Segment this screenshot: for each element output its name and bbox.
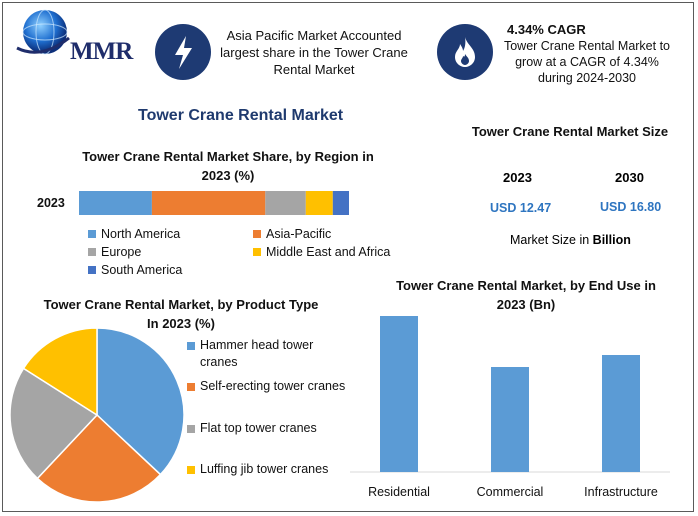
legend-label: Hammer head tower cranes — [200, 338, 314, 369]
legend-swatch — [187, 425, 195, 433]
highlight-title-2: 4.34% CAGR — [507, 22, 586, 37]
market-size-note-prefix: Market Size in — [510, 233, 593, 247]
lightning-icon — [175, 36, 192, 69]
legend-label: North America — [101, 227, 181, 241]
region-segment-north-america — [79, 191, 152, 215]
legend-swatch — [88, 230, 96, 238]
region-segment-south-america — [332, 191, 349, 215]
legend-label: Middle East and Africa — [266, 245, 391, 259]
market-size-year-2030: 2030 — [615, 170, 644, 185]
legend-label: Flat top tower cranes — [200, 421, 317, 435]
region-stacked-bar-chart: 2023 — [37, 191, 349, 215]
market-size-note: Market Size in Billion — [510, 233, 631, 247]
enduse-bar-chart — [350, 316, 670, 473]
region-segment-asia-pacific — [151, 191, 266, 215]
product-legend-item: Flat top tower cranes — [187, 420, 357, 437]
legend-label: Europe — [101, 245, 142, 259]
globe-logo-icon — [16, 9, 70, 55]
legend-label: Asia-Pacific — [266, 227, 332, 241]
region-legend-item: North America — [88, 227, 180, 241]
legend-swatch — [187, 466, 195, 474]
market-size-title: Tower Crane Rental Market Size — [471, 124, 669, 139]
main-title: Tower Crane Rental Market — [138, 107, 344, 124]
highlight-badge-2 — [437, 24, 493, 80]
legend-swatch — [253, 230, 261, 238]
market-size-note-unit: Billion — [592, 233, 631, 247]
market-size-year-2023: 2023 — [503, 170, 532, 185]
product-chart-title: Tower Crane Rental Market, by Product Ty… — [43, 297, 319, 331]
pie-slice-1 — [36, 413, 162, 503]
enduse-category-label: Commercial — [476, 485, 544, 499]
region-chart-title: Tower Crane Rental Market Share, by Regi… — [82, 149, 374, 183]
product-legend-item: Luffing jib tower cranes — [187, 461, 357, 478]
logo-text: MMR — [70, 38, 133, 65]
enduse-bar-residential — [380, 316, 418, 472]
region-legend-item: Europe — [88, 245, 141, 259]
region-legend-item: South America — [88, 263, 182, 277]
flame-icon — [455, 37, 475, 67]
pie-slice-0 — [96, 327, 185, 476]
pie-slice-2 — [9, 367, 99, 480]
legend-swatch — [253, 248, 261, 256]
enduse-bar-infrastructure — [602, 355, 640, 472]
infographic-frame — [2, 2, 694, 512]
enduse-category-label: Infrastructure — [584, 485, 658, 499]
region-bar-category-label: 2023 — [37, 196, 65, 210]
market-size-value-2023: USD 12.47 — [490, 201, 552, 215]
market-size-value-2030: USD 16.80 — [600, 200, 662, 214]
product-legend-item: Hammer head tower cranes — [187, 337, 327, 371]
region-legend-item: Middle East and Africa — [253, 245, 390, 259]
legend-swatch — [187, 383, 195, 391]
highlight-text-1: Asia Pacific Market Accounted largest sh… — [220, 28, 408, 77]
product-legend-item: Self-erecting tower cranes — [187, 378, 357, 395]
legend-swatch — [88, 266, 96, 274]
region-segment-europe — [265, 191, 306, 215]
region-segment-middle-east-and-africa — [305, 191, 333, 215]
enduse-category-label: Residential — [368, 485, 430, 499]
enduse-bar-commercial — [491, 367, 529, 472]
legend-label: South America — [101, 263, 183, 277]
legend-swatch — [187, 342, 195, 350]
highlight-text-2: Tower Crane Rental Market to grow at a C… — [503, 39, 671, 85]
pie-slice-3 — [22, 327, 98, 417]
enduse-chart-title: Tower Crane Rental Market, by End Use in… — [396, 278, 656, 312]
legend-label: Self-erecting tower cranes — [200, 379, 346, 393]
legend-swatch — [88, 248, 96, 256]
legend-label: Luffing jib tower cranes — [200, 462, 329, 476]
region-legend-item: Asia-Pacific — [253, 227, 331, 241]
product-pie-chart — [9, 327, 185, 503]
highlight-badge-1 — [155, 24, 211, 80]
